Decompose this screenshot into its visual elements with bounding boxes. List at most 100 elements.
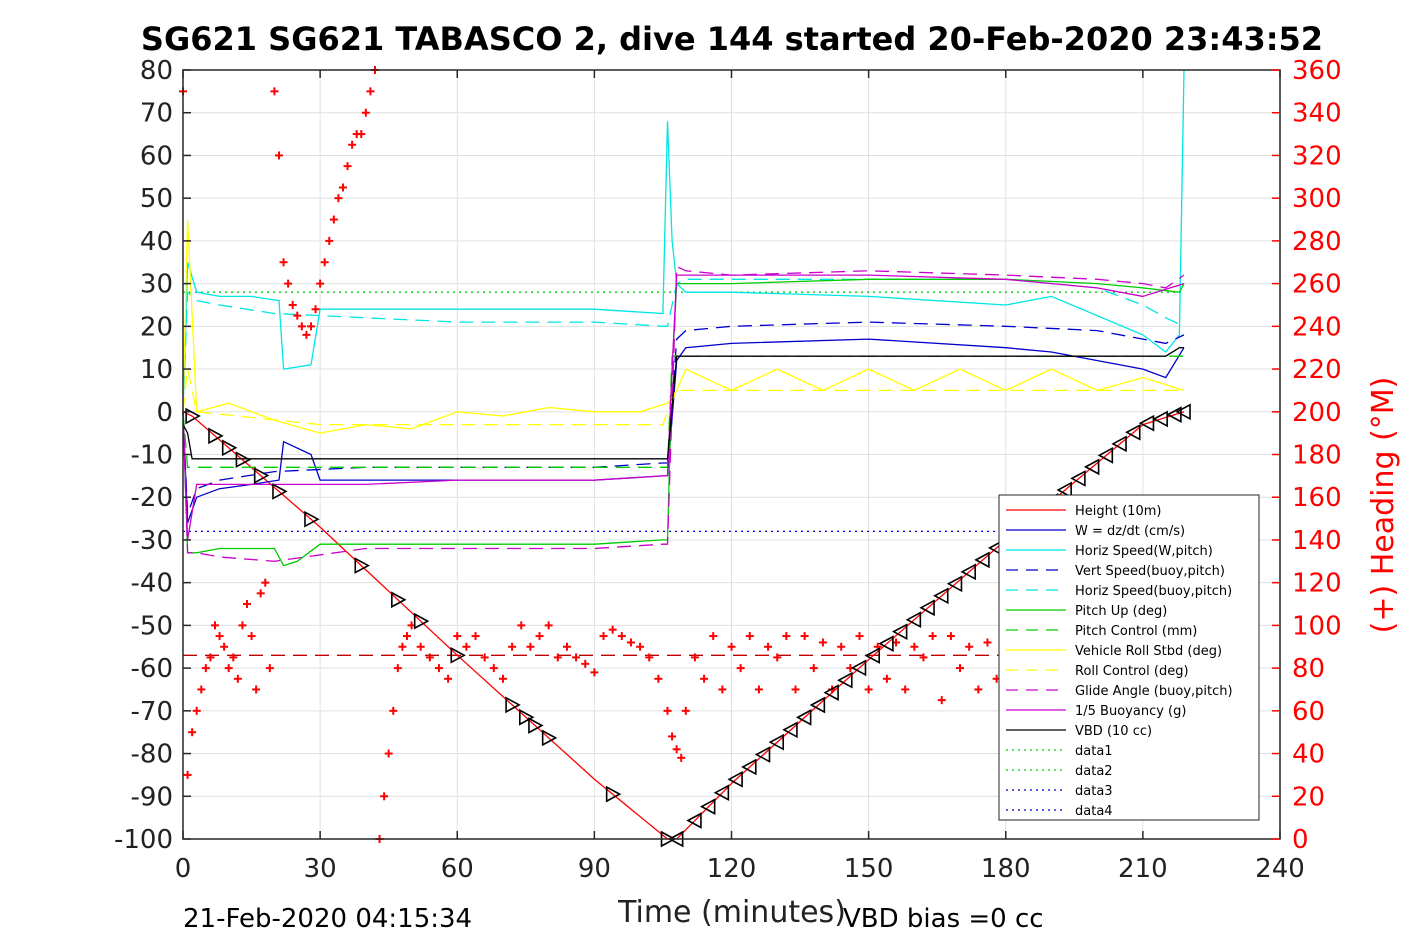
- y-right-tick-label: 340: [1292, 99, 1342, 129]
- y-right-tick-label: 260: [1292, 270, 1342, 300]
- height-marker: [782, 721, 798, 739]
- y-right-tick-label: 300: [1292, 184, 1342, 214]
- height-marker: [809, 696, 826, 714]
- height-marker: [878, 635, 894, 652]
- y-tick-label: 70: [140, 99, 173, 129]
- height-marker: [272, 483, 288, 500]
- y-right-tick-label: 180: [1292, 441, 1342, 471]
- y-tick-label: -100: [114, 825, 173, 855]
- height-marker: [1152, 410, 1168, 428]
- y-right-tick-label: 360: [1292, 56, 1342, 86]
- y-right-tick-label: 240: [1292, 312, 1342, 342]
- y-right-tick-label: 0: [1292, 825, 1309, 855]
- y-right-tick-label: 40: [1292, 740, 1325, 770]
- legend-label: 1/5 Buoyancy (g): [1075, 704, 1186, 719]
- height-marker: [974, 551, 990, 569]
- legend-label: Roll Control (deg): [1075, 664, 1189, 679]
- height-marker: [1138, 414, 1155, 432]
- y-tick-label: -80: [131, 740, 173, 770]
- height-marker: [905, 611, 922, 629]
- height-marker: [741, 758, 757, 776]
- legend-label: VBD (10 cc): [1075, 724, 1152, 739]
- height-marker: [450, 646, 466, 664]
- legend-label: Pitch Control (mm): [1075, 624, 1197, 639]
- legend-label: Pitch Up (deg): [1075, 604, 1167, 619]
- height-marker: [713, 784, 730, 802]
- x-tick-label: 180: [981, 854, 1031, 884]
- x-tick-label: 240: [1255, 854, 1305, 884]
- height-marker: [221, 439, 238, 457]
- height-marker: [686, 812, 702, 829]
- x-tick-label: 150: [844, 854, 894, 884]
- legend-label: W = dz/dt (cm/s): [1075, 524, 1185, 539]
- height-marker: [919, 599, 935, 617]
- y-right-tick-label: 140: [1292, 526, 1342, 556]
- y-right-tick-label: 200: [1292, 398, 1342, 428]
- height-marker: [391, 591, 407, 609]
- height-marker: [1056, 481, 1072, 499]
- series-line-1-5-buoyancy-g: [182, 274, 1185, 541]
- height-marker: [864, 647, 880, 664]
- height-marker: [727, 770, 743, 788]
- legend-label: data4: [1075, 804, 1113, 819]
- height-marker: [605, 785, 622, 803]
- height-marker: [185, 407, 201, 425]
- series-line-vbd-10-cc: [182, 347, 1184, 460]
- y-tick-label: -30: [131, 526, 173, 556]
- y-right-tick-label: 80: [1292, 654, 1325, 684]
- y-axis-right-ticks: 3603403203002802602402202001801601401201…: [1272, 56, 1342, 855]
- y-right-tick-label: 320: [1292, 141, 1342, 171]
- series-line-pitch-up-deg: [182, 278, 1185, 567]
- legend-label: Vehicle Roll Stbd (deg): [1075, 644, 1222, 659]
- legend-label: data2: [1075, 764, 1113, 779]
- y-tick-label: -50: [131, 611, 173, 641]
- y-right-tick-label: 60: [1292, 697, 1325, 727]
- y-tick-label: 0: [156, 398, 173, 428]
- height-marker: [1097, 447, 1114, 464]
- height-marker: [528, 717, 544, 734]
- legend-label: data3: [1075, 784, 1113, 799]
- height-marker: [253, 467, 270, 484]
- legend-label: data1: [1075, 744, 1113, 759]
- height-marker: [837, 671, 853, 689]
- y-tick-label: 50: [140, 184, 173, 214]
- y-tick-label: 30: [140, 270, 173, 300]
- height-marker: [519, 708, 535, 726]
- height-marker: [823, 684, 839, 701]
- height-marker: [235, 451, 252, 469]
- chart-title: SG621 SG621 TABASCO 2, dive 144 started …: [141, 20, 1323, 58]
- legend-label: Vert Speed(buoy,pitch): [1075, 564, 1225, 579]
- legend-label: Horiz Speed(W,pitch): [1075, 544, 1213, 559]
- height-marker: [946, 575, 963, 593]
- height-marker: [541, 729, 558, 747]
- height-marker: [1083, 458, 1100, 476]
- footer-timestamp: 21-Feb-2020 04:15:34: [183, 904, 472, 934]
- x-tick-label: 90: [578, 854, 611, 884]
- y-tick-label: 20: [140, 312, 173, 342]
- y-right-tick-label: 160: [1292, 483, 1342, 513]
- y-tick-label: 80: [140, 56, 173, 86]
- height-marker: [505, 696, 521, 714]
- y-right-tick-label: 20: [1292, 782, 1325, 812]
- y-tick-label: -40: [131, 569, 173, 599]
- x-tick-label: 120: [707, 854, 757, 884]
- height-marker: [850, 659, 867, 677]
- y-right-tick-label: 100: [1292, 611, 1342, 641]
- y-axis-ticks: 80 70 60 50 40 30 20 10 0 -10 -20 -30 -40 -50 -60 -70 -8…: [114, 56, 191, 855]
- height-marker: [413, 612, 430, 630]
- x-tick-label: 30: [304, 854, 337, 884]
- legend-box: [998, 494, 1260, 821]
- height-marker: [754, 746, 771, 763]
- series-line-glide-angle-buoy-pitch: [182, 265, 1185, 562]
- x-axis-label: Time (minutes): [617, 895, 846, 930]
- y-right-tick-label: 220: [1292, 355, 1342, 385]
- y-tick-label: 10: [140, 355, 173, 385]
- y-tick-label: 60: [140, 141, 173, 171]
- height-marker: [795, 709, 812, 726]
- height-marker: [1111, 435, 1127, 453]
- height-marker: [960, 563, 976, 581]
- legend-label: Horiz Speed(buoy,pitch): [1075, 584, 1232, 599]
- series-line-horiz-speed-w-pitch: [182, 69, 1185, 412]
- y-right-tick-label: 120: [1292, 569, 1342, 599]
